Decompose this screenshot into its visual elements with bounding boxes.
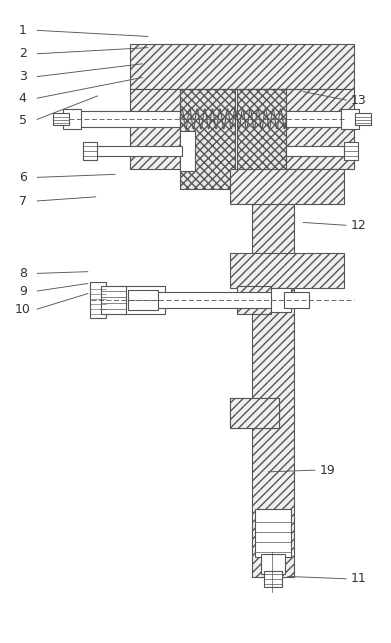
- Bar: [264, 571, 282, 587]
- Text: 13: 13: [351, 94, 366, 107]
- Bar: [180, 89, 235, 188]
- Bar: [344, 141, 358, 159]
- Text: 10: 10: [15, 303, 30, 316]
- Bar: [355, 113, 371, 125]
- Bar: [120, 286, 165, 314]
- Bar: [249, 89, 354, 168]
- Bar: [251, 168, 294, 577]
- Text: 4: 4: [19, 92, 27, 105]
- Bar: [100, 286, 126, 314]
- Bar: [69, 111, 180, 127]
- Bar: [230, 168, 344, 204]
- Text: 12: 12: [351, 219, 366, 232]
- Bar: [286, 146, 344, 156]
- Bar: [63, 109, 81, 129]
- Text: 19: 19: [319, 464, 335, 476]
- Bar: [129, 290, 158, 310]
- Bar: [237, 89, 286, 188]
- Bar: [260, 554, 285, 574]
- Text: 8: 8: [19, 267, 27, 280]
- Text: 1: 1: [19, 24, 27, 37]
- Text: 3: 3: [19, 71, 27, 84]
- Bar: [286, 111, 341, 127]
- Bar: [155, 292, 284, 308]
- Text: 5: 5: [19, 114, 27, 127]
- Bar: [341, 109, 359, 129]
- Bar: [90, 282, 106, 318]
- Bar: [271, 288, 291, 312]
- Bar: [131, 89, 180, 168]
- Bar: [255, 509, 291, 557]
- Bar: [284, 292, 309, 308]
- Text: 9: 9: [19, 285, 27, 298]
- Bar: [230, 253, 344, 288]
- Text: 7: 7: [19, 195, 27, 208]
- Bar: [180, 131, 195, 170]
- Text: 2: 2: [19, 48, 27, 60]
- Bar: [230, 397, 280, 428]
- Text: 6: 6: [19, 171, 27, 184]
- Bar: [94, 146, 182, 156]
- Bar: [230, 397, 280, 428]
- Bar: [131, 44, 354, 89]
- Bar: [83, 141, 97, 159]
- Bar: [237, 286, 271, 314]
- Bar: [53, 113, 69, 125]
- Text: 11: 11: [351, 572, 366, 585]
